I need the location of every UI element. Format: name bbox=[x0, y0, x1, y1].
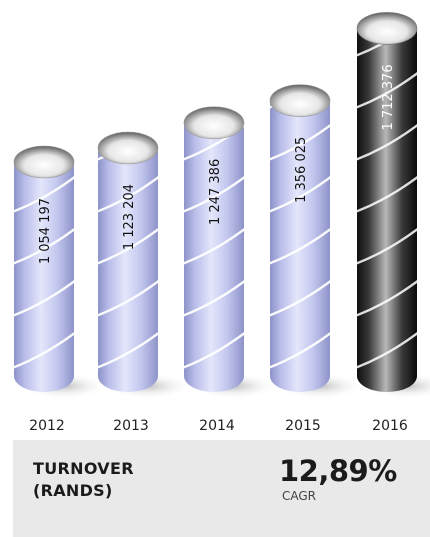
x-tick-label: 2015 bbox=[285, 418, 321, 434]
cagr-value: 12,89% bbox=[279, 454, 397, 488]
bar-top bbox=[13, 145, 75, 179]
bar-top bbox=[97, 131, 159, 165]
bar-2013: 1 123 204 bbox=[97, 131, 192, 399]
bar-top bbox=[356, 12, 418, 45]
bar-2014: 1 247 386 bbox=[183, 106, 278, 399]
cagr-summary-panel: TURNOVER (RANDS) 12,89% CAGR bbox=[13, 440, 430, 537]
x-tick-label: 2012 bbox=[29, 418, 65, 434]
bar-value-label: 1 123 204 bbox=[122, 184, 137, 250]
bar-body bbox=[184, 122, 244, 392]
bar-seams bbox=[357, 28, 417, 370]
bar-value-label: 1 712 376 bbox=[381, 64, 396, 130]
bar-2016: 1 712 376 bbox=[356, 12, 430, 399]
turnover-chart: 1 054 197 1 123 204 1 247 386 1 356 025 1 71… bbox=[13, 12, 430, 434]
bar-top bbox=[183, 106, 245, 140]
bar-2012: 1 054 197 bbox=[13, 145, 108, 399]
bar-seams bbox=[14, 175, 74, 370]
bar-seams bbox=[98, 147, 158, 370]
bar-body bbox=[357, 28, 417, 393]
x-tick-label: 2014 bbox=[199, 418, 235, 434]
bar-seams bbox=[270, 100, 330, 370]
metric-title: TURNOVER (RANDS) bbox=[33, 459, 134, 500]
bar-body bbox=[98, 147, 158, 392]
bar-value-label: 1 054 197 bbox=[38, 198, 53, 264]
bar-2015: 1 356 025 bbox=[269, 84, 364, 399]
x-tick-label: 2016 bbox=[372, 418, 408, 434]
bar-body bbox=[270, 100, 330, 392]
bar-body bbox=[14, 161, 74, 392]
x-tick-label: 2013 bbox=[113, 418, 149, 434]
bar-value-label: 1 247 386 bbox=[208, 159, 223, 225]
cagr-label: CAGR bbox=[282, 489, 317, 503]
bar-top bbox=[269, 84, 331, 118]
bar-value-label: 1 356 025 bbox=[294, 137, 309, 203]
